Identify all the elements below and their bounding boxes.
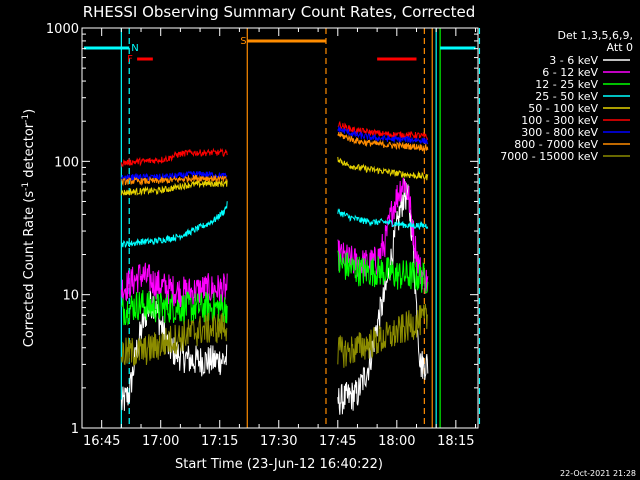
series-6-orbit2 [337, 126, 429, 145]
flare-bar-label: F [127, 54, 133, 65]
series-8-orbit2 [337, 303, 429, 368]
legend-label-4: 50 - 100 keV [528, 102, 598, 115]
series-4-orbit1 [120, 178, 228, 197]
plot-frame [81, 27, 479, 429]
y-tick-label-1: 10 [62, 289, 79, 304]
x-axis-label: Start Time (23-Jun-12 16:40:22) [175, 457, 383, 472]
footer-timestamp: 22-Oct-2021 21:28 [560, 469, 636, 478]
y-tick-label-3: 1000 [46, 22, 79, 37]
series-6-orbit1 [120, 170, 228, 183]
x-tick-label-6: 18:15 [437, 434, 474, 449]
y-axis-label: Corrected Count Rate (s-1 detector-1) [21, 109, 37, 347]
x-tick-label-1: 17:00 [142, 434, 179, 449]
series-7-orbit1 [121, 174, 228, 187]
x-tick-label-5: 18:00 [378, 434, 415, 449]
y-axis-label-exp1: -1 [21, 182, 31, 191]
series-5-orbit2 [337, 120, 429, 141]
legend-header-line-1: Det 1,3,5,6,9, [557, 29, 633, 42]
legend-header-line-2: Att 0 [607, 41, 633, 54]
legend-label-7: 800 - 7000 keV [514, 138, 598, 151]
y-axis-label-end: ) [22, 109, 37, 114]
series-1-orbit1 [120, 262, 228, 308]
y-axis-label-main: Corrected Count Rate (s [22, 191, 37, 348]
legend-label-3: 25 - 50 keV [535, 90, 598, 103]
legend-label-6: 300 - 800 keV [521, 126, 598, 139]
chart-title: RHESSI Observing Summary Count Rates, Co… [83, 3, 476, 21]
legend-label-2: 12 - 25 keV [535, 78, 598, 91]
saa-bar-label: S [240, 36, 246, 47]
x-tick-label-4: 17:45 [319, 434, 356, 449]
x-tick-label-3: 17:30 [260, 434, 297, 449]
n-label: N [131, 43, 138, 54]
series-3-orbit2 [337, 208, 429, 231]
series-2-orbit2 [337, 250, 429, 294]
series-2-orbit1 [121, 290, 228, 326]
y-tick-label-0: 1 [71, 422, 79, 437]
y-axis-label-mid: detector [22, 122, 37, 182]
legend-label-1: 6 - 12 keV [542, 66, 598, 79]
series-4-orbit2 [337, 156, 429, 181]
legend-label-8: 7000 - 15000 keV [500, 150, 598, 163]
series-5-orbit1 [120, 147, 228, 168]
plot-area: S FN [83, 28, 481, 428]
y-tick-label-2: 100 [54, 155, 79, 170]
legend-label-5: 100 - 300 keV [521, 114, 598, 127]
x-tick-label-2: 17:15 [201, 434, 238, 449]
legend-label-0: 3 - 6 keV [549, 54, 598, 67]
series-3-orbit1 [120, 201, 228, 248]
x-tick-label-0: 16:45 [83, 434, 120, 449]
axes: 1 10 100 1000 16:45 17:00 17:15 17:30 17:45 18:00… [46, 22, 479, 449]
y-axis-label-exp2: -1 [21, 114, 31, 123]
series-8-orbit1 [120, 312, 228, 366]
series-7-orbit2 [337, 131, 429, 152]
